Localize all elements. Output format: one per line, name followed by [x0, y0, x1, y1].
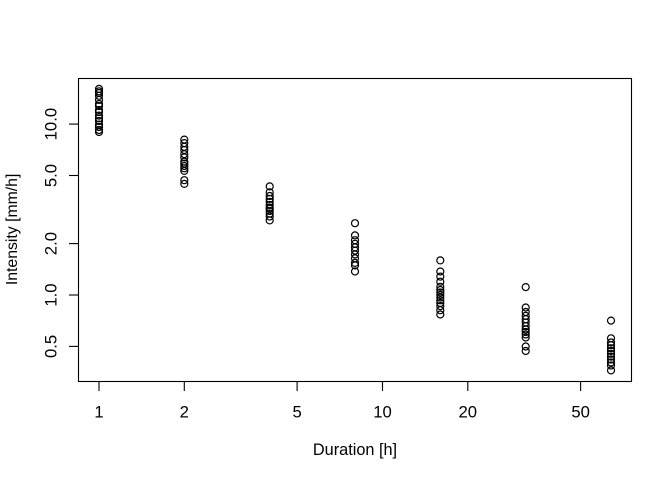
svg-text:5: 5	[292, 403, 301, 422]
svg-text:20: 20	[459, 403, 478, 422]
svg-text:10.0: 10.0	[42, 108, 61, 140]
svg-text:1: 1	[94, 403, 103, 422]
svg-text:Duration [h]: Duration [h]	[313, 441, 397, 459]
svg-text:2.0: 2.0	[42, 232, 61, 255]
svg-text:50: 50	[571, 403, 590, 422]
svg-text:5.0: 5.0	[42, 164, 61, 187]
svg-text:1.0: 1.0	[42, 283, 61, 306]
svg-text:10: 10	[373, 403, 392, 422]
svg-text:Intensity [mm/h]: Intensity [mm/h]	[4, 174, 21, 286]
svg-text:2: 2	[180, 403, 189, 422]
svg-text:0.5: 0.5	[42, 335, 61, 358]
